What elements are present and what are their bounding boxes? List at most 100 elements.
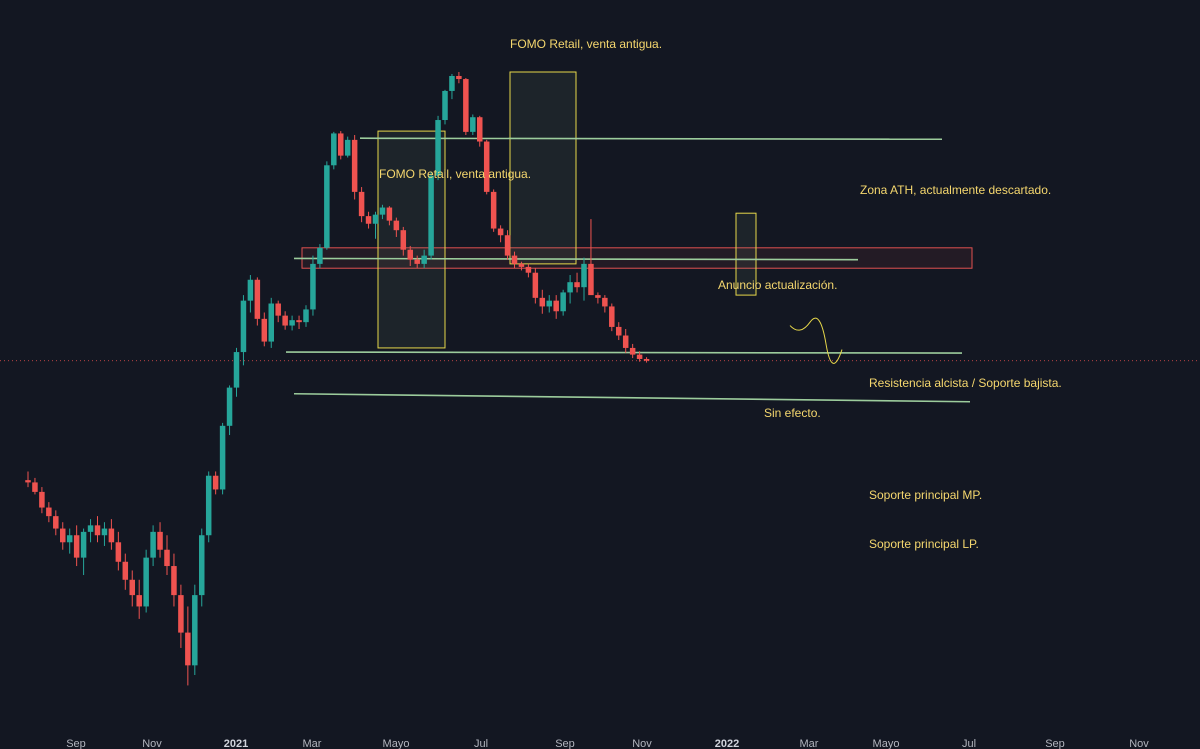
candle xyxy=(143,549,149,613)
annotation-soporte-lp: Soporte principal LP. xyxy=(869,537,979,551)
candle xyxy=(199,528,205,607)
anuncio-box xyxy=(735,212,757,296)
candle xyxy=(428,171,434,260)
candle xyxy=(372,211,379,239)
x-tick-label: Jul xyxy=(962,738,976,749)
x-tick-label: Sep xyxy=(555,738,575,749)
annotation-fomo-2: FOMO Retail, venta antigua. xyxy=(510,37,662,51)
x-tick-label: Jul xyxy=(474,738,488,749)
candle xyxy=(87,519,94,543)
support-lp-line xyxy=(293,392,971,403)
candle xyxy=(247,275,254,313)
candle xyxy=(470,114,476,136)
candle xyxy=(115,531,122,571)
candle xyxy=(240,295,247,366)
candle xyxy=(358,187,365,223)
candle xyxy=(282,311,288,330)
candle xyxy=(616,322,622,341)
candle xyxy=(365,211,372,229)
x-tick-label: Sep xyxy=(1045,738,1065,749)
candle xyxy=(421,249,427,269)
candle xyxy=(289,315,295,331)
candle xyxy=(400,226,407,256)
annotation-resistencia: Resistencia alcista / Soporte bajista. xyxy=(869,376,1062,390)
candle xyxy=(122,553,129,590)
candle xyxy=(254,277,261,326)
candle xyxy=(164,535,170,576)
resistance-line xyxy=(293,257,859,261)
candle xyxy=(546,295,552,313)
candle xyxy=(192,584,198,675)
x-tick-label: Nov xyxy=(1129,738,1149,749)
annotation-sin-efecto: Sin efecto. xyxy=(764,406,821,420)
candle xyxy=(497,225,504,243)
candle xyxy=(351,135,358,200)
support-mp-line xyxy=(285,351,963,354)
candle xyxy=(303,305,309,327)
candle xyxy=(178,584,184,648)
candle xyxy=(525,263,532,278)
candle xyxy=(60,522,66,550)
candle xyxy=(483,139,490,195)
candle xyxy=(136,579,142,619)
projection-squiggle xyxy=(789,317,843,364)
candle xyxy=(261,312,268,347)
trend-lines xyxy=(0,137,1200,403)
candle xyxy=(25,471,31,488)
candle xyxy=(226,385,233,436)
candle xyxy=(456,72,462,84)
candle xyxy=(338,131,344,160)
candle xyxy=(393,217,400,237)
candle xyxy=(442,89,448,125)
candle xyxy=(157,522,163,558)
candle xyxy=(588,219,594,296)
candle xyxy=(629,343,636,359)
candle xyxy=(233,347,240,397)
candle xyxy=(150,525,156,567)
candle xyxy=(504,230,511,260)
x-tick-label: Mar xyxy=(303,738,322,749)
candle xyxy=(275,300,281,323)
candle xyxy=(268,297,274,348)
candle xyxy=(205,471,212,543)
candles xyxy=(25,72,650,686)
x-tick-label: Mayo xyxy=(873,738,900,749)
x-tick-label: Mayo xyxy=(383,738,410,749)
candle xyxy=(53,510,59,536)
candle xyxy=(73,525,80,567)
candle xyxy=(477,115,483,147)
candle xyxy=(463,78,469,136)
candle xyxy=(518,261,525,271)
x-tick-label: Nov xyxy=(632,738,652,749)
candle xyxy=(560,289,566,316)
candle xyxy=(609,303,615,332)
candle xyxy=(331,131,337,170)
candle xyxy=(171,553,177,607)
candle xyxy=(386,206,393,226)
candle xyxy=(219,422,226,495)
annotation-zones xyxy=(301,71,973,349)
candle xyxy=(80,528,87,576)
x-tick-label: Sep xyxy=(66,738,86,749)
candle xyxy=(407,245,413,267)
candle xyxy=(602,295,608,313)
annotation-anuncio: Anuncio actualización. xyxy=(718,278,837,292)
candle xyxy=(185,606,191,686)
x-tick-label: Nov xyxy=(142,738,162,749)
x-tick-label: Mar xyxy=(800,738,819,749)
candle xyxy=(553,295,559,319)
candle xyxy=(129,570,135,607)
candle xyxy=(108,519,115,550)
candle xyxy=(344,136,351,158)
candle xyxy=(490,189,497,232)
x-tick-label: 2022 xyxy=(715,738,739,749)
candle xyxy=(595,292,601,304)
candle xyxy=(532,268,539,304)
candle xyxy=(39,487,45,514)
candle xyxy=(581,257,587,301)
candle xyxy=(296,315,302,330)
candle xyxy=(622,329,629,353)
candle xyxy=(435,115,441,181)
